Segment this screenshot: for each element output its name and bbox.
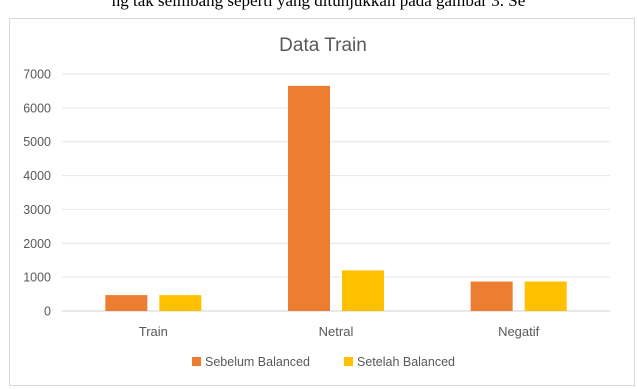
y-tick-label: 7000 (23, 68, 51, 82)
x-tick-label: Train (139, 324, 168, 339)
chart-title: Data Train (279, 35, 367, 56)
x-tick-label: Negatif (498, 324, 540, 339)
bar-train-setelah (159, 295, 202, 311)
y-tick-label: 3000 (23, 203, 51, 217)
legend-label: Sebelum Balanced (205, 355, 310, 369)
y-tick-label: 4000 (23, 169, 51, 183)
caption-fragment: ng tak seimbang seperti yang ditunjukkan… (111, 0, 526, 10)
y-tick-label: 1000 (23, 271, 51, 285)
bar-train-sebelum (105, 295, 148, 311)
legend-label: Setelah Balanced (357, 355, 455, 369)
legend-swatch (192, 357, 201, 366)
y-tick-label: 5000 (23, 135, 51, 149)
legend-swatch (344, 357, 353, 366)
y-tick-label: 6000 (23, 101, 51, 115)
y-tick-label: 0 (44, 305, 51, 319)
bar-negatif-sebelum (470, 281, 513, 311)
y-tick-label: 2000 (23, 237, 51, 251)
x-tick-label: Netral (319, 324, 354, 339)
bar-netral-setelah (342, 270, 384, 311)
bar-negatif-setelah (524, 281, 567, 311)
bar-netral-sebelum (288, 85, 330, 311)
